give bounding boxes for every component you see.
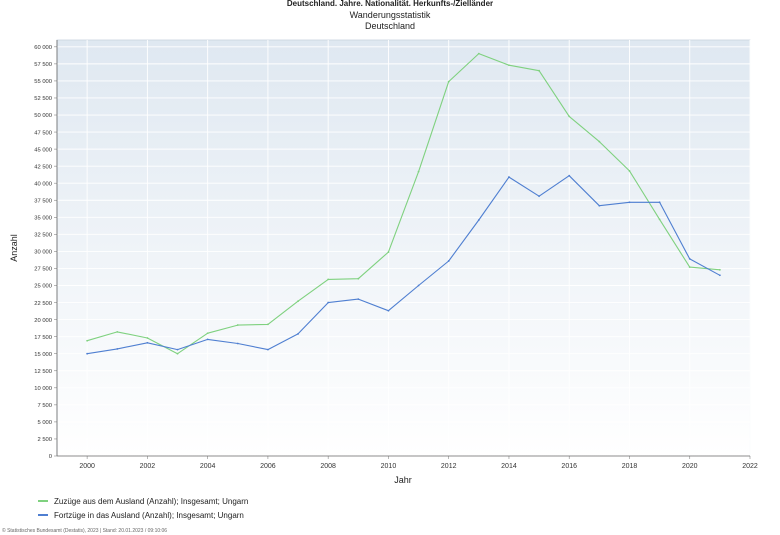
data-point-zuzuege[interactable]: [146, 337, 149, 339]
y-tick-label: 7 500: [37, 403, 52, 409]
data-point-fortzuege[interactable]: [628, 201, 631, 204]
y-tick-label: 52 500: [34, 96, 52, 102]
y-tick-label: 45 000: [34, 147, 52, 153]
chart-title: Wanderungsstatistik: [349, 10, 431, 20]
x-tick-label: 2022: [742, 463, 758, 470]
data-point-fortzuege[interactable]: [116, 348, 119, 350]
y-tick-label: 20 000: [34, 318, 52, 324]
legend-item-zuzuege[interactable]: Zuzüge aus dem Ausland (Anzahl); Insgesa…: [38, 494, 248, 508]
data-point-zuzuege[interactable]: [417, 170, 420, 173]
data-point-zuzuege[interactable]: [658, 218, 661, 221]
data-point-zuzuege[interactable]: [508, 64, 510, 67]
chart-legend: Zuzüge aus dem Ausland (Anzahl); Insgesa…: [38, 494, 248, 522]
legend-label-zuzuege: Zuzüge aus dem Ausland (Anzahl); Insgesa…: [54, 496, 249, 506]
y-tick-label: 17 500: [34, 335, 52, 341]
y-tick-label: 55 000: [34, 79, 52, 85]
y-tick-label: 0: [49, 454, 52, 460]
data-point-fortzuege[interactable]: [387, 309, 390, 312]
data-point-zuzuege[interactable]: [236, 324, 239, 326]
data-point-fortzuege[interactable]: [658, 201, 661, 204]
x-tick-label: 2006: [260, 463, 276, 470]
data-point-fortzuege[interactable]: [538, 195, 540, 198]
data-point-fortzuege[interactable]: [718, 274, 721, 277]
line-chart: 0 2 500 5 000 7 500 10 000 12 500 15 000 17 500…: [9, 39, 758, 485]
data-point-fortzuege[interactable]: [688, 258, 691, 260]
y-tick-label: 32 500: [34, 233, 52, 239]
data-point-zuzuege[interactable]: [206, 332, 209, 335]
y-axis-label: Anzahl: [9, 234, 19, 262]
y-tick-label: 2 500: [37, 437, 52, 443]
x-tick-label: 2020: [682, 463, 698, 470]
series-line-fortzuege[interactable]: [87, 175, 721, 355]
data-point-fortzuege[interactable]: [568, 174, 571, 177]
x-tick-label: 2012: [441, 463, 457, 470]
y-tick-label: 27 500: [34, 267, 52, 273]
plot-area: [56, 39, 751, 457]
data-point-zuzuege[interactable]: [447, 80, 450, 83]
y-tick-label: 30 000: [34, 250, 52, 256]
data-point-zuzuege[interactable]: [86, 339, 89, 342]
y-tick-label: 57 500: [34, 62, 52, 68]
data-point-zuzuege[interactable]: [116, 330, 119, 333]
data-point-zuzuege[interactable]: [477, 52, 480, 55]
x-tick-label: 2000: [79, 463, 95, 470]
source-footer: © Statistisches Bundesamt (Destatis), 20…: [2, 528, 168, 534]
data-point-zuzuege[interactable]: [176, 352, 179, 355]
data-point-fortzuege[interactable]: [267, 348, 269, 351]
y-tick-label: 37 500: [34, 198, 52, 204]
data-point-zuzuege[interactable]: [327, 278, 330, 281]
data-point-zuzuege[interactable]: [598, 140, 601, 143]
x-tick-label: 2018: [622, 463, 638, 470]
y-tick-label: 40 000: [34, 181, 52, 187]
legend-swatch-fortzuege: [38, 514, 48, 516]
data-point-fortzuege[interactable]: [146, 341, 149, 344]
y-tick-label: 10 000: [34, 386, 52, 392]
data-point-fortzuege[interactable]: [297, 333, 299, 335]
data-point-zuzuege[interactable]: [357, 277, 360, 280]
x-tick-label: 2010: [381, 463, 397, 470]
data-point-zuzuege[interactable]: [688, 266, 691, 268]
y-tick-label: 25 000: [34, 284, 52, 290]
data-point-fortzuege[interactable]: [236, 342, 239, 345]
legend-swatch-zuzuege: [38, 500, 48, 502]
y-tick-label: 50 000: [34, 113, 52, 119]
y-tick-label: 60 000: [34, 45, 52, 51]
data-point-zuzuege[interactable]: [297, 300, 299, 303]
y-tick-label: 5 000: [37, 420, 52, 426]
chart-subtitle: Deutschland: [364, 21, 416, 31]
series-line-zuzuege[interactable]: [86, 53, 720, 355]
data-point-fortzuege[interactable]: [447, 260, 450, 262]
data-point-zuzuege[interactable]: [628, 170, 631, 172]
data-point-zuzuege[interactable]: [387, 251, 390, 253]
x-tick-label: 2008: [320, 463, 336, 470]
x-tick-label: 2002: [140, 463, 156, 470]
data-point-fortzuege[interactable]: [357, 298, 360, 301]
data-point-zuzuege[interactable]: [538, 69, 540, 72]
legend-item-fortzuege[interactable]: Fortzüge in das Ausland (Anzahl); Insges…: [38, 508, 248, 522]
y-tick-label: 12 500: [34, 369, 52, 375]
data-point-fortzuege[interactable]: [327, 301, 330, 304]
chart-top-title: Deutschland, Jahre, Nationalität, Herkun…: [286, 0, 494, 6]
data-point-zuzuege[interactable]: [568, 115, 571, 118]
y-tick-label: 35 000: [34, 216, 52, 222]
x-axis-label: Jahr: [394, 475, 412, 485]
data-point-fortzuege[interactable]: [508, 176, 510, 178]
x-tick-label: 2016: [561, 463, 577, 470]
data-point-fortzuege[interactable]: [206, 338, 209, 341]
data-point-fortzuege[interactable]: [477, 219, 480, 221]
y-tick-label: 22 500: [34, 301, 52, 307]
legend-label-fortzuege: Fortzüge in das Ausland (Anzahl); Insges…: [54, 510, 244, 520]
data-point-zuzuege[interactable]: [267, 323, 269, 326]
y-tick-label: 47 500: [34, 130, 52, 136]
data-point-zuzuege[interactable]: [718, 268, 721, 271]
data-point-fortzuege[interactable]: [176, 348, 179, 351]
x-tick-label: 2004: [200, 463, 216, 470]
data-point-fortzuege[interactable]: [86, 352, 89, 355]
x-tick-label: 2014: [501, 463, 517, 470]
y-tick-label: 42 500: [34, 164, 52, 170]
data-point-fortzuege[interactable]: [598, 204, 601, 207]
data-point-fortzuege[interactable]: [417, 284, 420, 287]
y-tick-label: 15 000: [34, 352, 52, 358]
